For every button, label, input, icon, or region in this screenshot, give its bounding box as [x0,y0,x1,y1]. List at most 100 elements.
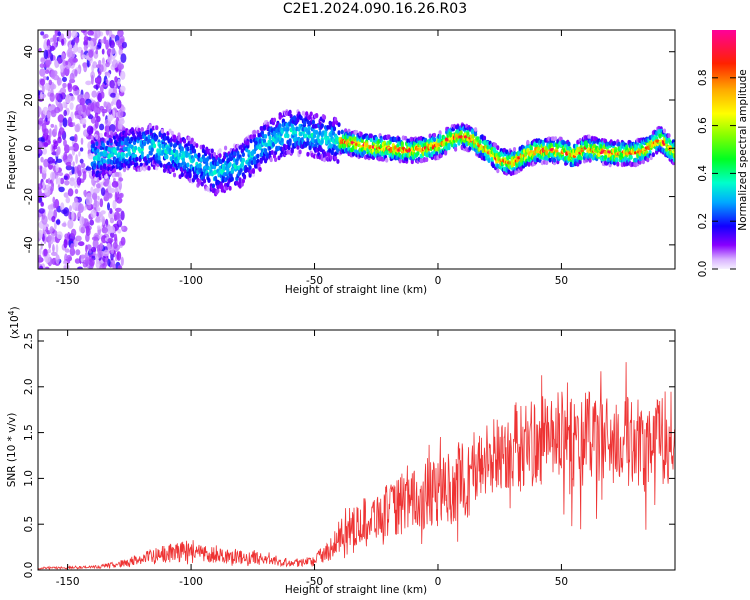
x-tick-label: -150 [56,576,80,588]
heatmap-cell [72,44,79,53]
heatmap-cell [68,211,71,220]
heatmap-cell [127,163,131,169]
heatmap-cell [248,165,252,171]
heatmap-cell [61,209,68,215]
heatmap-cell [58,127,65,135]
heatmap-cell [114,148,118,154]
heatmap-cell [307,130,311,135]
heatmap-cell [75,249,81,256]
heatmap-cell [294,132,298,138]
heatmap-cell [146,129,150,135]
heatmap-cell [232,151,237,156]
heatmap-cell [65,165,73,171]
heatmap-cell [672,153,675,159]
heatmap-cell [98,64,104,73]
heatmap-cell [496,145,500,151]
heatmap-cell [286,133,290,139]
heatmap-cell [80,30,87,34]
heatmap-cell [96,183,101,189]
heatmap-cell [629,154,633,160]
heatmap-cell [344,128,348,134]
heatmap-cell [50,182,54,187]
heatmap-cell [107,113,113,122]
heatmap-cell [40,201,44,207]
heatmap-cell [43,142,49,147]
heatmap-cell [95,211,99,217]
heatmap-cell [552,157,557,163]
heatmap-cell [478,139,482,145]
heatmap-cell [69,102,74,110]
heatmap-cell [77,241,85,247]
heatmap-cell [251,172,255,178]
heatmap-cell [55,244,59,254]
heatmap-cell [588,158,592,163]
heatmap-cell [91,147,95,152]
heatmap-cell [55,149,59,157]
heatmap-cell [519,166,523,172]
heatmap-cell [258,167,262,172]
heatmap-cell [108,88,114,93]
heatmap-cell [146,154,150,159]
heatmap-cell [74,198,79,203]
heatmap-cell [109,225,116,234]
heatmap-cell [75,154,78,164]
heatmap-cell [120,140,124,146]
heatmap-cell [252,129,257,135]
heatmap-cell [116,251,122,261]
heatmap-cell [110,152,114,158]
heatmap-cell [85,244,88,253]
heatmap-cell [67,116,72,126]
colorbar-label: Normalized spectral amplitude [737,69,749,230]
heatmap-cell [405,156,409,162]
heatmap-cell [207,178,211,183]
heatmap-cell [88,49,94,58]
x-tick-label: -150 [56,275,80,287]
heatmap-cell [115,92,120,100]
heatmap-cell [63,239,68,249]
heatmap-cell [114,233,118,243]
heatmap-cell [158,143,162,149]
heatmap-cell [200,181,204,187]
heatmap-cell [142,141,147,147]
heatmap-cell [296,145,300,150]
heatmap-cell [306,151,310,157]
snr-series-line [38,362,675,570]
heatmap-cell [119,38,125,43]
heatmap-cell [259,159,263,164]
heatmap-cell [71,210,75,221]
heatmap-cell [404,135,408,141]
heatmap-cell [210,148,214,154]
heatmap-cell [110,92,117,98]
heatmap-cell [99,198,104,208]
heatmap-cell [140,143,144,149]
colorbar-tick-label: 0.2 [697,213,709,230]
heatmap-cell [40,156,44,163]
heatmap-cell [93,188,100,194]
heatmap-cell [56,158,63,163]
heatmap-cell [250,156,254,162]
heatmap-cell [120,225,125,231]
heatmap-cell [468,145,472,151]
heatmap-cell [175,149,179,155]
heatmap-cell [242,174,247,180]
heatmap-cell [53,140,59,147]
heatmap-cell [474,127,478,132]
y-axis: 0.0 0.5 1.0 1.5 2.0 2.5 [23,333,675,578]
heatmap-cell [336,159,340,164]
heatmap-cell [110,245,115,255]
heatmap-cell [149,128,153,134]
heatmap-cell [516,158,520,163]
heatmap-cell [97,156,101,162]
heatmap-cell [38,191,43,198]
heatmap-cell [334,155,338,161]
heatmap-cell [298,149,302,155]
heatmap-cell [180,146,184,152]
heatmap-cell [43,225,47,231]
heatmap-cell [52,196,56,204]
heatmap-cell [43,248,48,257]
heatmap-cell [49,226,54,233]
heatmap-cell [83,35,89,43]
heatmap-cell [121,152,125,158]
heatmap-cell [140,127,144,132]
